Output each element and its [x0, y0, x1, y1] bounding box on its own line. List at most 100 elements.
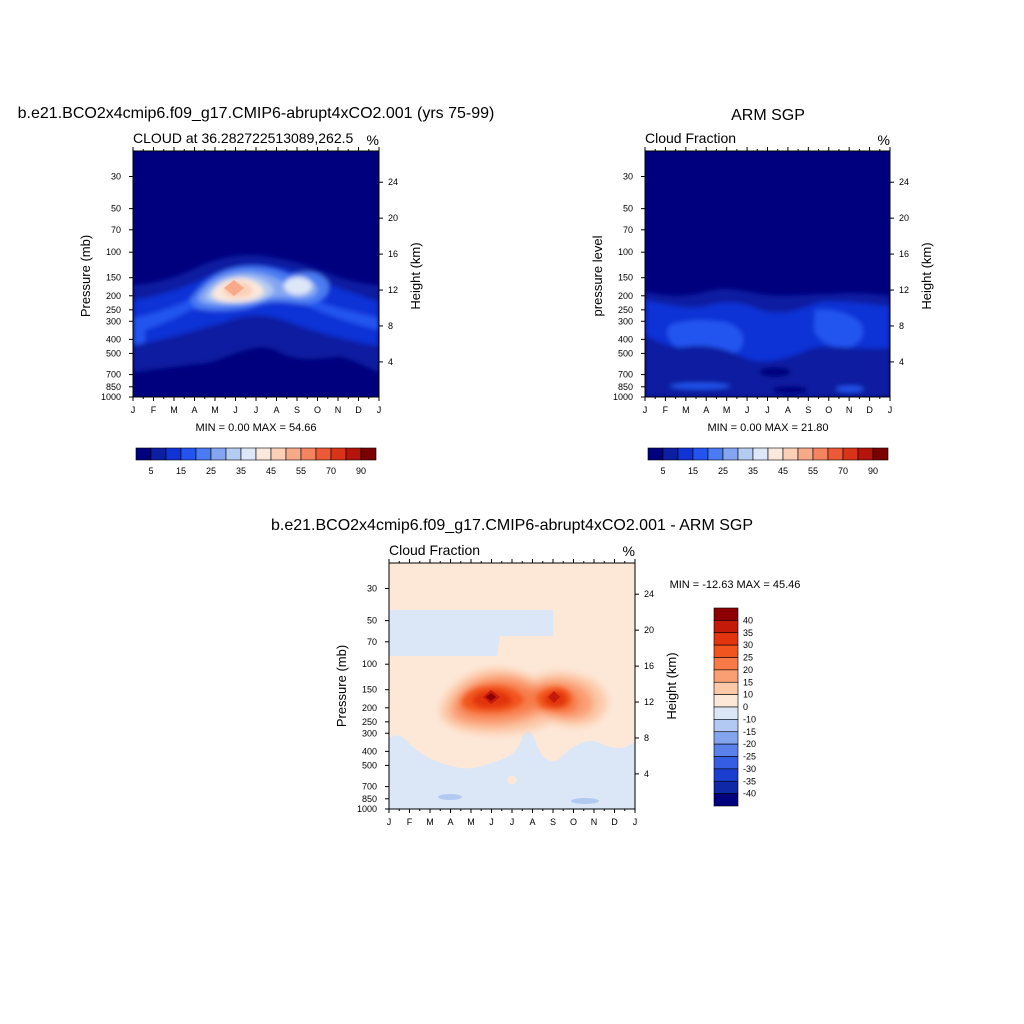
y-tick-label: 30: [623, 171, 633, 181]
colorbar-swatch: [165, 447, 182, 461]
colorbar-swatch: [195, 447, 212, 461]
colorbar-label: 0: [743, 702, 748, 712]
colorbar-label: 55: [808, 466, 818, 476]
y-tick-label: 250: [106, 305, 121, 315]
colorbar-swatch: [713, 657, 739, 671]
y-tick-label: 700: [362, 782, 377, 792]
x-tick-label: J: [489, 817, 494, 827]
colorbar-swatch: [722, 447, 739, 461]
y-tick-label: 850: [618, 382, 633, 392]
colorbar-swatch: [872, 447, 889, 461]
colorbar-swatch: [713, 719, 739, 733]
model-units: %: [367, 132, 379, 148]
model-minmax: MIN = 0.00 MAX = 54.66: [195, 422, 316, 434]
x-tick-label: A: [191, 405, 197, 415]
y-tick-label: 700: [106, 370, 121, 380]
y-tick-label: 30: [367, 583, 377, 593]
colorbar-label: -10: [743, 714, 756, 724]
colorbar-label: 15: [688, 466, 698, 476]
x-tick-label: O: [570, 817, 577, 827]
panel-diff: b.e21.BCO2x4cmip6.f09_g17.CMIP6-abrupt4x…: [271, 517, 800, 827]
y-tick-label: 500: [362, 760, 377, 770]
y-right-tick-label: 24: [899, 177, 909, 187]
x-tick-label: A: [273, 405, 279, 415]
y-tick-label: 50: [623, 204, 633, 214]
colorbar-label: 15: [176, 466, 186, 476]
y-right-tick-label: 12: [899, 285, 909, 295]
colorbar-swatch: [713, 681, 739, 695]
colorbar-label: 55: [296, 466, 306, 476]
x-tick-label: J: [745, 405, 750, 415]
colorbar-swatch: [300, 447, 317, 461]
y-tick-label: 200: [362, 703, 377, 713]
x-tick-label: J: [510, 817, 515, 827]
x-tick-label: F: [663, 405, 669, 415]
colorbar-label: -40: [743, 789, 756, 799]
y-tick-label: 50: [111, 204, 121, 214]
x-tick-label: S: [805, 405, 811, 415]
x-tick-label: M: [426, 817, 434, 827]
x-tick-label: F: [407, 817, 413, 827]
colorbar-swatch: [767, 447, 784, 461]
model-field: [133, 151, 379, 397]
colorbar-swatch: [797, 447, 814, 461]
model-y-label: Pressure (mb): [78, 235, 93, 317]
colorbar-swatch: [255, 447, 272, 461]
colorbar-label: 35: [748, 466, 758, 476]
y-right-tick-label: 12: [644, 697, 654, 707]
diff-y-right-label: Height (km): [664, 652, 679, 719]
y-right-tick-label: 20: [388, 213, 398, 223]
x-tick-label: J: [131, 405, 136, 415]
colorbar-swatch: [285, 447, 302, 461]
y-tick-label: 500: [618, 348, 633, 358]
y-right-tick-label: 16: [388, 249, 398, 259]
y-right-tick-label: 4: [644, 769, 649, 779]
x-tick-label: F: [151, 405, 157, 415]
x-tick-label: J: [888, 405, 893, 415]
colorbar-label: 15: [743, 677, 753, 687]
colorbar-swatch: [270, 447, 287, 461]
model-y-right-label: Height (km): [408, 242, 423, 309]
colorbar-label: 70: [838, 466, 848, 476]
x-tick-label: J: [377, 405, 382, 415]
x-tick-label: J: [254, 405, 259, 415]
colorbar-label: -15: [743, 727, 756, 737]
colorbar-swatch: [647, 447, 664, 461]
colorbar-swatch: [662, 447, 679, 461]
y-right-tick-label: 20: [899, 213, 909, 223]
colorbar-label: 5: [660, 466, 665, 476]
x-tick-label: J: [233, 405, 238, 415]
colorbar-label: 45: [778, 466, 788, 476]
colorbar-swatch: [752, 447, 769, 461]
y-tick-label: 250: [618, 305, 633, 315]
x-tick-label: A: [703, 405, 709, 415]
colorbar-swatch: [713, 780, 739, 794]
x-tick-label: N: [591, 817, 598, 827]
diff-subtitle: Cloud Fraction: [389, 542, 480, 558]
colorbar-swatch: [330, 447, 347, 461]
diff-minmax: MIN = -12.63 MAX = 45.46: [670, 579, 801, 591]
colorbar-label: 90: [356, 466, 366, 476]
obs-colorbar: 5 15 25 35 45 55 70 90: [647, 447, 889, 476]
x-tick-label: N: [335, 405, 342, 415]
y-right-tick-label: 12: [388, 285, 398, 295]
x-tick-label: A: [529, 817, 535, 827]
x-tick-label: D: [611, 817, 618, 827]
y-tick-label: 70: [367, 637, 377, 647]
y-tick-label: 70: [111, 225, 121, 235]
y-tick-label: 300: [362, 728, 377, 738]
y-right-tick-label: 16: [899, 249, 909, 259]
colorbar-swatch: [692, 447, 709, 461]
y-tick-label: 250: [362, 717, 377, 727]
colorbar-label: 35: [236, 466, 246, 476]
colorbar-label: 25: [206, 466, 216, 476]
model-subtitle: CLOUD at 36.282722513089,262.5: [133, 130, 353, 146]
y-tick-label: 1000: [613, 392, 633, 402]
diff-y-label: Pressure (mb): [334, 645, 349, 727]
colorbar-swatch: [713, 644, 739, 658]
obs-y-label: pressure level: [590, 235, 605, 316]
x-tick-label: J: [387, 817, 392, 827]
colorbar-swatch: [713, 669, 739, 683]
